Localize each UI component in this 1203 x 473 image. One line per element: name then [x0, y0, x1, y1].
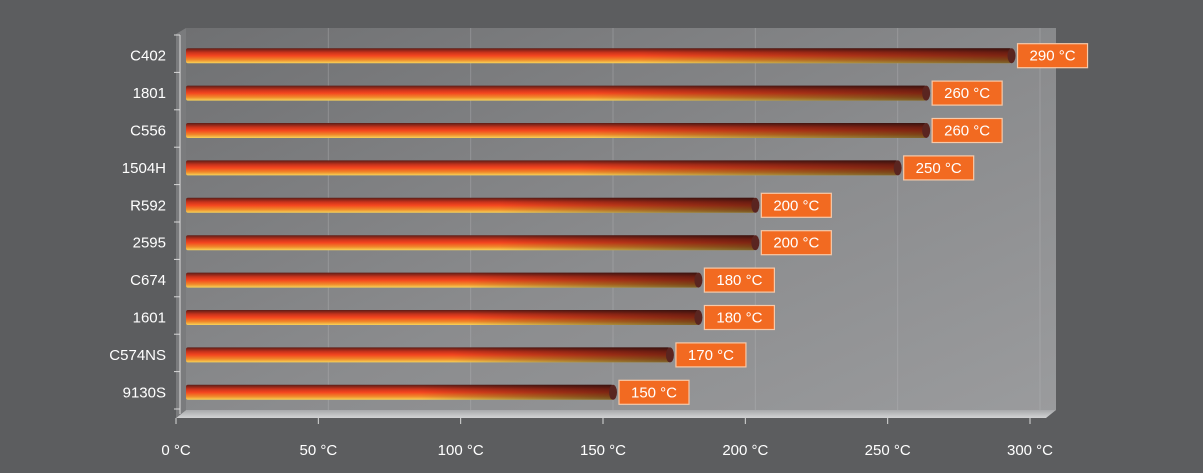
value-label-box [1016, 43, 1089, 69]
x-tick-label: 50 °C [299, 442, 337, 459]
bar-group [186, 347, 674, 363]
bar-shade [186, 160, 898, 176]
bar-end-cap [893, 160, 902, 176]
bar-end-cap [1007, 48, 1016, 64]
y-tick-label: 1504H [122, 160, 166, 177]
plot-side-wall [176, 28, 186, 418]
value-label-box [903, 155, 975, 181]
value-label: 260 °C [931, 117, 1003, 144]
plot-floor [176, 410, 1056, 418]
bar-end-cap [694, 310, 703, 325]
bar-end-cap [922, 85, 931, 101]
bar-group [186, 310, 703, 325]
y-tick-label: C556 [130, 123, 166, 140]
bar-shade [186, 272, 699, 288]
value-label-box [703, 304, 776, 331]
x-tick-label: 250 °C [865, 442, 911, 459]
bar-shade [186, 384, 613, 400]
bar-end-cap [751, 235, 760, 251]
y-tick-label: 9130S [123, 384, 166, 401]
value-label: 180 °C [703, 304, 776, 331]
bar-group [186, 384, 617, 400]
value-label-text: 200 °C [773, 235, 819, 252]
bar-group [186, 235, 760, 251]
bar-group [186, 123, 931, 138]
bars [186, 48, 1016, 400]
y-tick-label: 1601 [133, 310, 166, 327]
bar-shade [186, 85, 927, 101]
value-label: 150 °C [618, 379, 690, 405]
value-label-box [703, 267, 776, 293]
value-label-box [760, 230, 832, 256]
y-tick-label: C574NS [109, 347, 166, 364]
bar-group [186, 85, 931, 101]
bar-shade [186, 197, 756, 213]
y-tick-label: R592 [130, 197, 166, 214]
value-label: 170 °C [675, 342, 747, 368]
value-label: 180 °C [703, 267, 776, 293]
bar-shade [186, 347, 670, 363]
y-tick-label: 1801 [133, 85, 166, 102]
bar-end-cap [665, 347, 674, 363]
value-label-box [760, 192, 832, 218]
x-tick-label: 0 °C [161, 442, 191, 459]
value-label: 250 °C [903, 155, 975, 181]
x-tick-label: 100 °C [438, 442, 484, 459]
bar-end-cap [609, 384, 617, 400]
bar-shade [186, 123, 927, 138]
value-label-text: 260 °C [944, 85, 990, 102]
bar-shade [186, 310, 699, 325]
bar-group [186, 197, 760, 213]
value-label-text: 150 °C [631, 384, 677, 401]
bar-group [186, 48, 1016, 64]
x-tick-label: 150 °C [580, 442, 626, 459]
value-label-text: 260 °C [944, 123, 990, 140]
bar-end-cap [751, 197, 760, 213]
value-label: 290 °C [1016, 43, 1089, 69]
value-label-box [618, 379, 690, 405]
bar-end-cap [694, 272, 703, 288]
value-label-text: 180 °C [716, 272, 762, 289]
bar-group [186, 272, 703, 288]
x-tick-label: 200 °C [722, 442, 768, 459]
tick-labels: C402 1801 C556 1504H R592 2595 C674 1601 C574NS 9… [109, 48, 1053, 459]
value-label-box [931, 80, 1003, 106]
value-label: 260 °C [931, 80, 1003, 106]
bar-shade [186, 48, 1012, 64]
value-label-text: 290 °C [1030, 48, 1076, 65]
value-label-text: 200 °C [773, 197, 819, 214]
value-label: 200 °C [760, 192, 832, 218]
bar-end-cap [922, 123, 931, 138]
bar-group [186, 160, 902, 176]
axes [174, 34, 1031, 424]
value-label-text: 250 °C [916, 160, 962, 177]
y-tick-label: 2595 [133, 235, 166, 252]
value-label-text: 170 °C [688, 347, 734, 364]
value-label-box [931, 117, 1003, 144]
x-tick-label: 300 °C [1007, 442, 1053, 459]
value-label: 200 °C [760, 230, 832, 256]
bar-shade [186, 235, 756, 251]
y-tick-label: C402 [130, 48, 166, 65]
value-labels: 290 °C 260 °C 260 °C 250 °C 200 °C 200 °C 180 … [618, 43, 1089, 405]
y-tick-label: C674 [130, 272, 166, 289]
value-label-box [675, 342, 747, 368]
value-label-text: 180 °C [716, 310, 762, 327]
